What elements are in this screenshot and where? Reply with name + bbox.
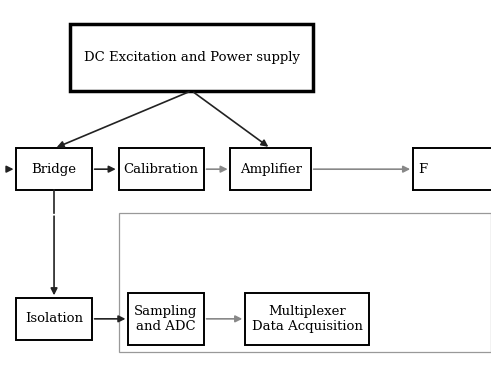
Text: Multiplexer
Data Acquisition: Multiplexer Data Acquisition bbox=[251, 305, 362, 333]
Bar bbox=[118, 148, 204, 190]
Text: Calibration: Calibration bbox=[124, 163, 198, 176]
Text: Sampling
and ADC: Sampling and ADC bbox=[134, 305, 198, 333]
Bar bbox=[245, 293, 369, 345]
Bar bbox=[231, 148, 311, 190]
Bar bbox=[16, 298, 92, 339]
Bar bbox=[128, 293, 204, 345]
Bar bbox=[70, 24, 313, 91]
Text: F: F bbox=[418, 163, 427, 176]
Text: Amplifier: Amplifier bbox=[240, 163, 301, 176]
Text: Isolation: Isolation bbox=[25, 312, 83, 325]
Text: DC Excitation and Power supply: DC Excitation and Power supply bbox=[84, 51, 299, 64]
Bar bbox=[16, 148, 92, 190]
Text: Bridge: Bridge bbox=[32, 163, 77, 176]
Bar bbox=[118, 213, 491, 352]
